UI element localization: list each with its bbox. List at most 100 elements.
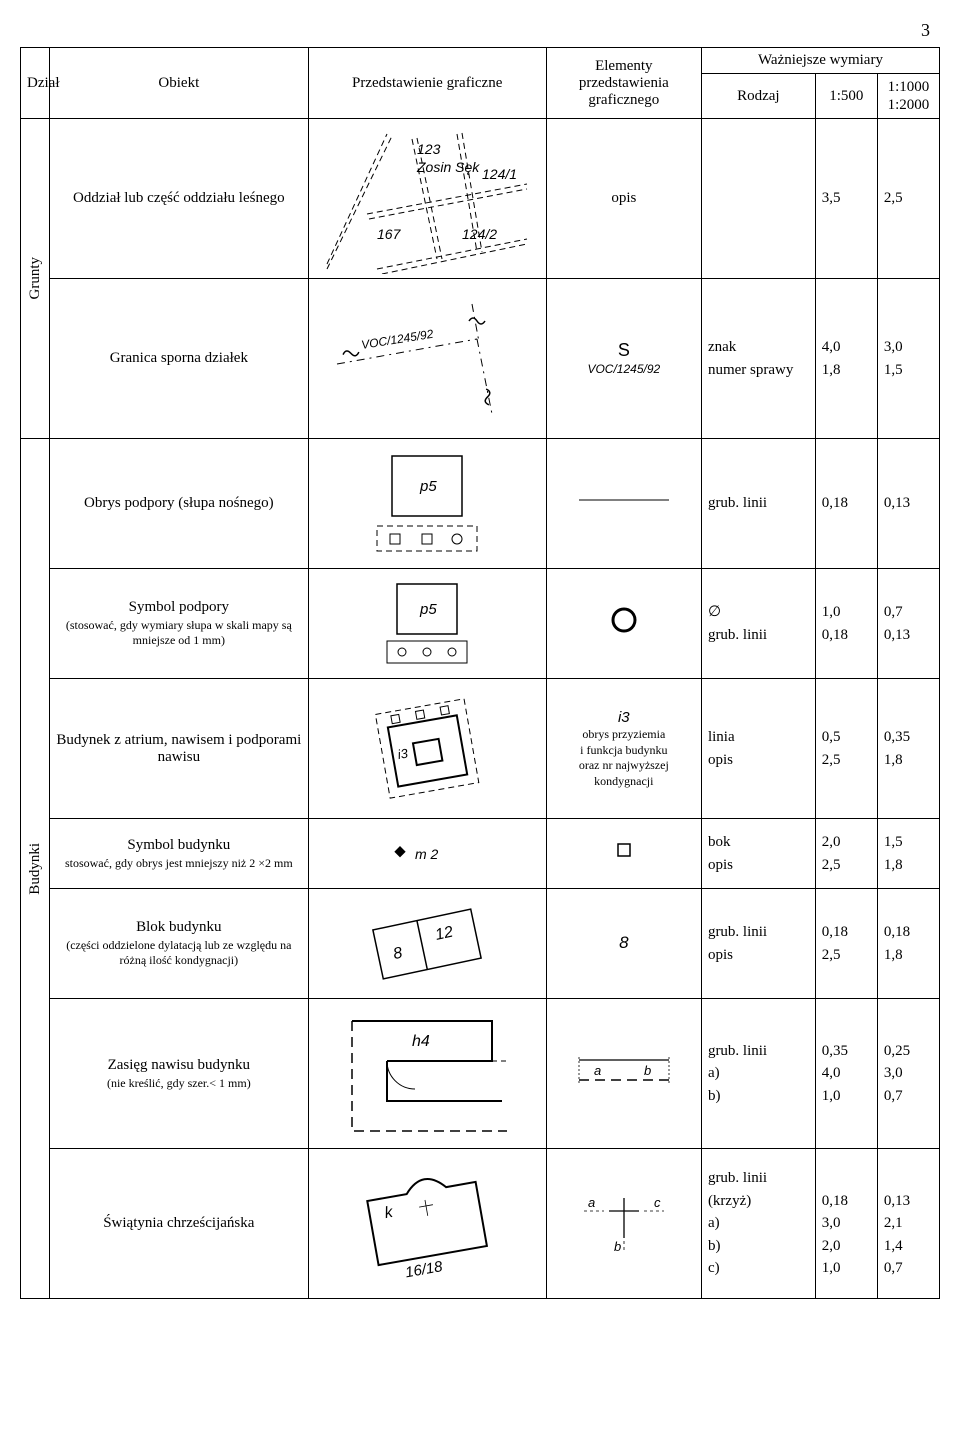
svg-text:8: 8 xyxy=(392,944,404,962)
v500-granica-b: 1,8 xyxy=(822,362,841,378)
elem-atrium-l4: kondygnacji xyxy=(553,774,695,790)
rodzaj-obrys: grub. linii xyxy=(701,439,815,569)
svg-text:124/2: 124/2 xyxy=(462,226,497,242)
svg-text:m 2: m 2 xyxy=(415,846,439,862)
obiekt-granica: Granica sporna działek xyxy=(49,279,308,439)
v1000-swiat-b: 2,1 xyxy=(884,1215,903,1231)
hdr-dzial: Dział xyxy=(21,48,50,119)
rodzaj-blok-2: opis xyxy=(708,947,733,963)
obiekt-blok-sub: (części oddzielone dylatacją lub ze wzgl… xyxy=(56,938,302,968)
main-table: Dział Obiekt Przedstawienie graficzne El… xyxy=(20,47,940,1299)
rodzaj-swiat-2: (krzyż) xyxy=(708,1193,751,1209)
v500-oddzial: 3,5 xyxy=(815,119,877,279)
v500-symbud-a: 2,0 xyxy=(822,834,841,850)
rodzaj-blok: grub. linii opis xyxy=(701,889,815,999)
obiekt-blok-main: Blok budynku xyxy=(136,919,221,935)
elem-sympod xyxy=(546,569,701,679)
v500-obrys: 0,18 xyxy=(815,439,877,569)
v500-sympod: 1,0 0,18 xyxy=(815,569,877,679)
v1000-nawis-c: 0,7 xyxy=(884,1088,903,1104)
hdr-wazniejsze: Ważniejsze wymiary xyxy=(701,48,939,74)
svg-text:167: 167 xyxy=(377,226,402,242)
graf-swiatynia: k 16/18 xyxy=(308,1149,546,1299)
v1000-granica-a: 3,0 xyxy=(884,339,903,355)
elem-atrium-i3: i3 xyxy=(553,708,695,728)
hdr-obiekt: Obiekt xyxy=(49,48,308,119)
obiekt-sympod: Symbol podpory (stosować, gdy wymiary sł… xyxy=(49,569,308,679)
obiekt-symbud-main: Symbol budynku xyxy=(127,837,230,853)
svg-text:b: b xyxy=(614,1239,621,1254)
elem-granica-s: S xyxy=(553,339,695,362)
obiekt-nawis-main: Zasięg nawisu budynku xyxy=(108,1057,250,1073)
svg-text:h4: h4 xyxy=(412,1033,430,1050)
row-budynek-atrium: Budynek z atrium, nawisem i podporami na… xyxy=(21,679,940,819)
v1000-symbud: 1,5 1,8 xyxy=(877,819,939,889)
obiekt-swiatynia: Świątynia chrześcijańska xyxy=(49,1149,308,1299)
v500-granica: 4,0 1,8 xyxy=(815,279,877,439)
budynki-label: Budynki xyxy=(27,843,44,895)
v1000-atrium-a: 0,35 xyxy=(884,729,910,745)
v500-atrium: 0,5 2,5 xyxy=(815,679,877,819)
rodzaj-sympod: ∅ grub. linii xyxy=(701,569,815,679)
v500-blok-a: 0,18 xyxy=(822,924,848,940)
v1000-atrium-b: 1,8 xyxy=(884,752,903,768)
v500-blok-b: 2,5 xyxy=(822,947,841,963)
elem-symbud xyxy=(546,819,701,889)
svg-text:124/1: 124/1 xyxy=(482,166,517,182)
row-symbol-podpory: Symbol podpory (stosować, gdy wymiary sł… xyxy=(21,569,940,679)
rodzaj-blok-1: grub. linii xyxy=(708,924,767,940)
graf-sympod: p5 xyxy=(308,569,546,679)
v1000-atrium: 0,35 1,8 xyxy=(877,679,939,819)
v1000-oddzial: 2,5 xyxy=(877,119,939,279)
elem-atrium-l3: oraz nr najwyższej xyxy=(553,758,695,774)
hdr-500: 1:500 xyxy=(815,74,877,119)
rodzaj-swiatynia: grub. linii (krzyż) a) b) c) xyxy=(701,1149,815,1299)
hdr-elem-l3: graficznego xyxy=(588,92,659,108)
obiekt-atrium: Budynek z atrium, nawisem i podporami na… xyxy=(49,679,308,819)
rodzaj-swiat-5: c) xyxy=(708,1260,720,1276)
v1000-symbud-a: 1,5 xyxy=(884,834,903,850)
svg-text:Zosin Sęk: Zosin Sęk xyxy=(416,159,480,175)
row-nawis: Zasięg nawisu budynku (nie kreślić, gdy … xyxy=(21,999,940,1149)
rodzaj-granica-1: znak xyxy=(708,339,736,355)
header-row-1: Dział Obiekt Przedstawienie graficzne El… xyxy=(21,48,940,74)
rodzaj-sympod-2: grub. linii xyxy=(708,627,767,643)
v1000-sympod: 0,7 0,13 xyxy=(877,569,939,679)
rodzaj-atrium-1: linia xyxy=(708,729,735,745)
v500-blok: 0,18 2,5 xyxy=(815,889,877,999)
rodzaj-symbud-1: bok xyxy=(708,834,731,850)
v500-symbud-b: 2,5 xyxy=(822,857,841,873)
obiekt-blok: Blok budynku (części oddzielone dylatacj… xyxy=(49,889,308,999)
hdr-1000: 1:1000 1:2000 xyxy=(877,74,939,119)
v1000-blok: 0,18 1,8 xyxy=(877,889,939,999)
v500-swiat-a: 0,18 xyxy=(822,1193,848,1209)
svg-text:a: a xyxy=(594,1063,601,1078)
v1000-swiatynia: 0,13 2,1 1,4 0,7 xyxy=(877,1149,939,1299)
hdr-1000a: 1:1000 xyxy=(888,79,930,95)
rodzaj-symbud-2: opis xyxy=(708,857,733,873)
elem-atrium-l1: obrys przyziemia xyxy=(553,727,695,743)
graf-atrium: i3 xyxy=(308,679,546,819)
v500-swiat-c: 2,0 xyxy=(822,1238,841,1254)
elem-atrium-l2: i funkcja budynku xyxy=(553,743,695,759)
graf-nawis: h4 xyxy=(308,999,546,1149)
rodzaj-swiat-1: grub. linii xyxy=(708,1170,767,1186)
v500-symbud: 2,0 2,5 xyxy=(815,819,877,889)
graf-blok: 8 12 xyxy=(308,889,546,999)
v500-sympod-b: 0,18 xyxy=(822,627,848,643)
v500-nawis-a: 0,35 xyxy=(822,1043,848,1059)
svg-text:k: k xyxy=(383,1204,395,1222)
rodzaj-atrium: linia opis xyxy=(701,679,815,819)
v500-swiat-b: 3,0 xyxy=(822,1215,841,1231)
hdr-przedst: Przedstawienie graficzne xyxy=(308,48,546,119)
v1000-granica: 3,0 1,5 xyxy=(877,279,939,439)
rodzaj-nawis-3: b) xyxy=(708,1088,721,1104)
hdr-elem-l1: Elementy xyxy=(595,58,652,74)
rodzaj-symbud: bok opis xyxy=(701,819,815,889)
v500-swiat-d: 1,0 xyxy=(822,1260,841,1276)
v500-swiatynia: 0,18 3,0 2,0 1,0 xyxy=(815,1149,877,1299)
hdr-rodzaj: Rodzaj xyxy=(701,74,815,119)
obiekt-symbud-sub: stosować, gdy obrys jest mniejszy niż 2 … xyxy=(56,856,302,871)
v1000-swiat-a: 0,13 xyxy=(884,1193,910,1209)
svg-text:16/18: 16/18 xyxy=(404,1258,445,1281)
